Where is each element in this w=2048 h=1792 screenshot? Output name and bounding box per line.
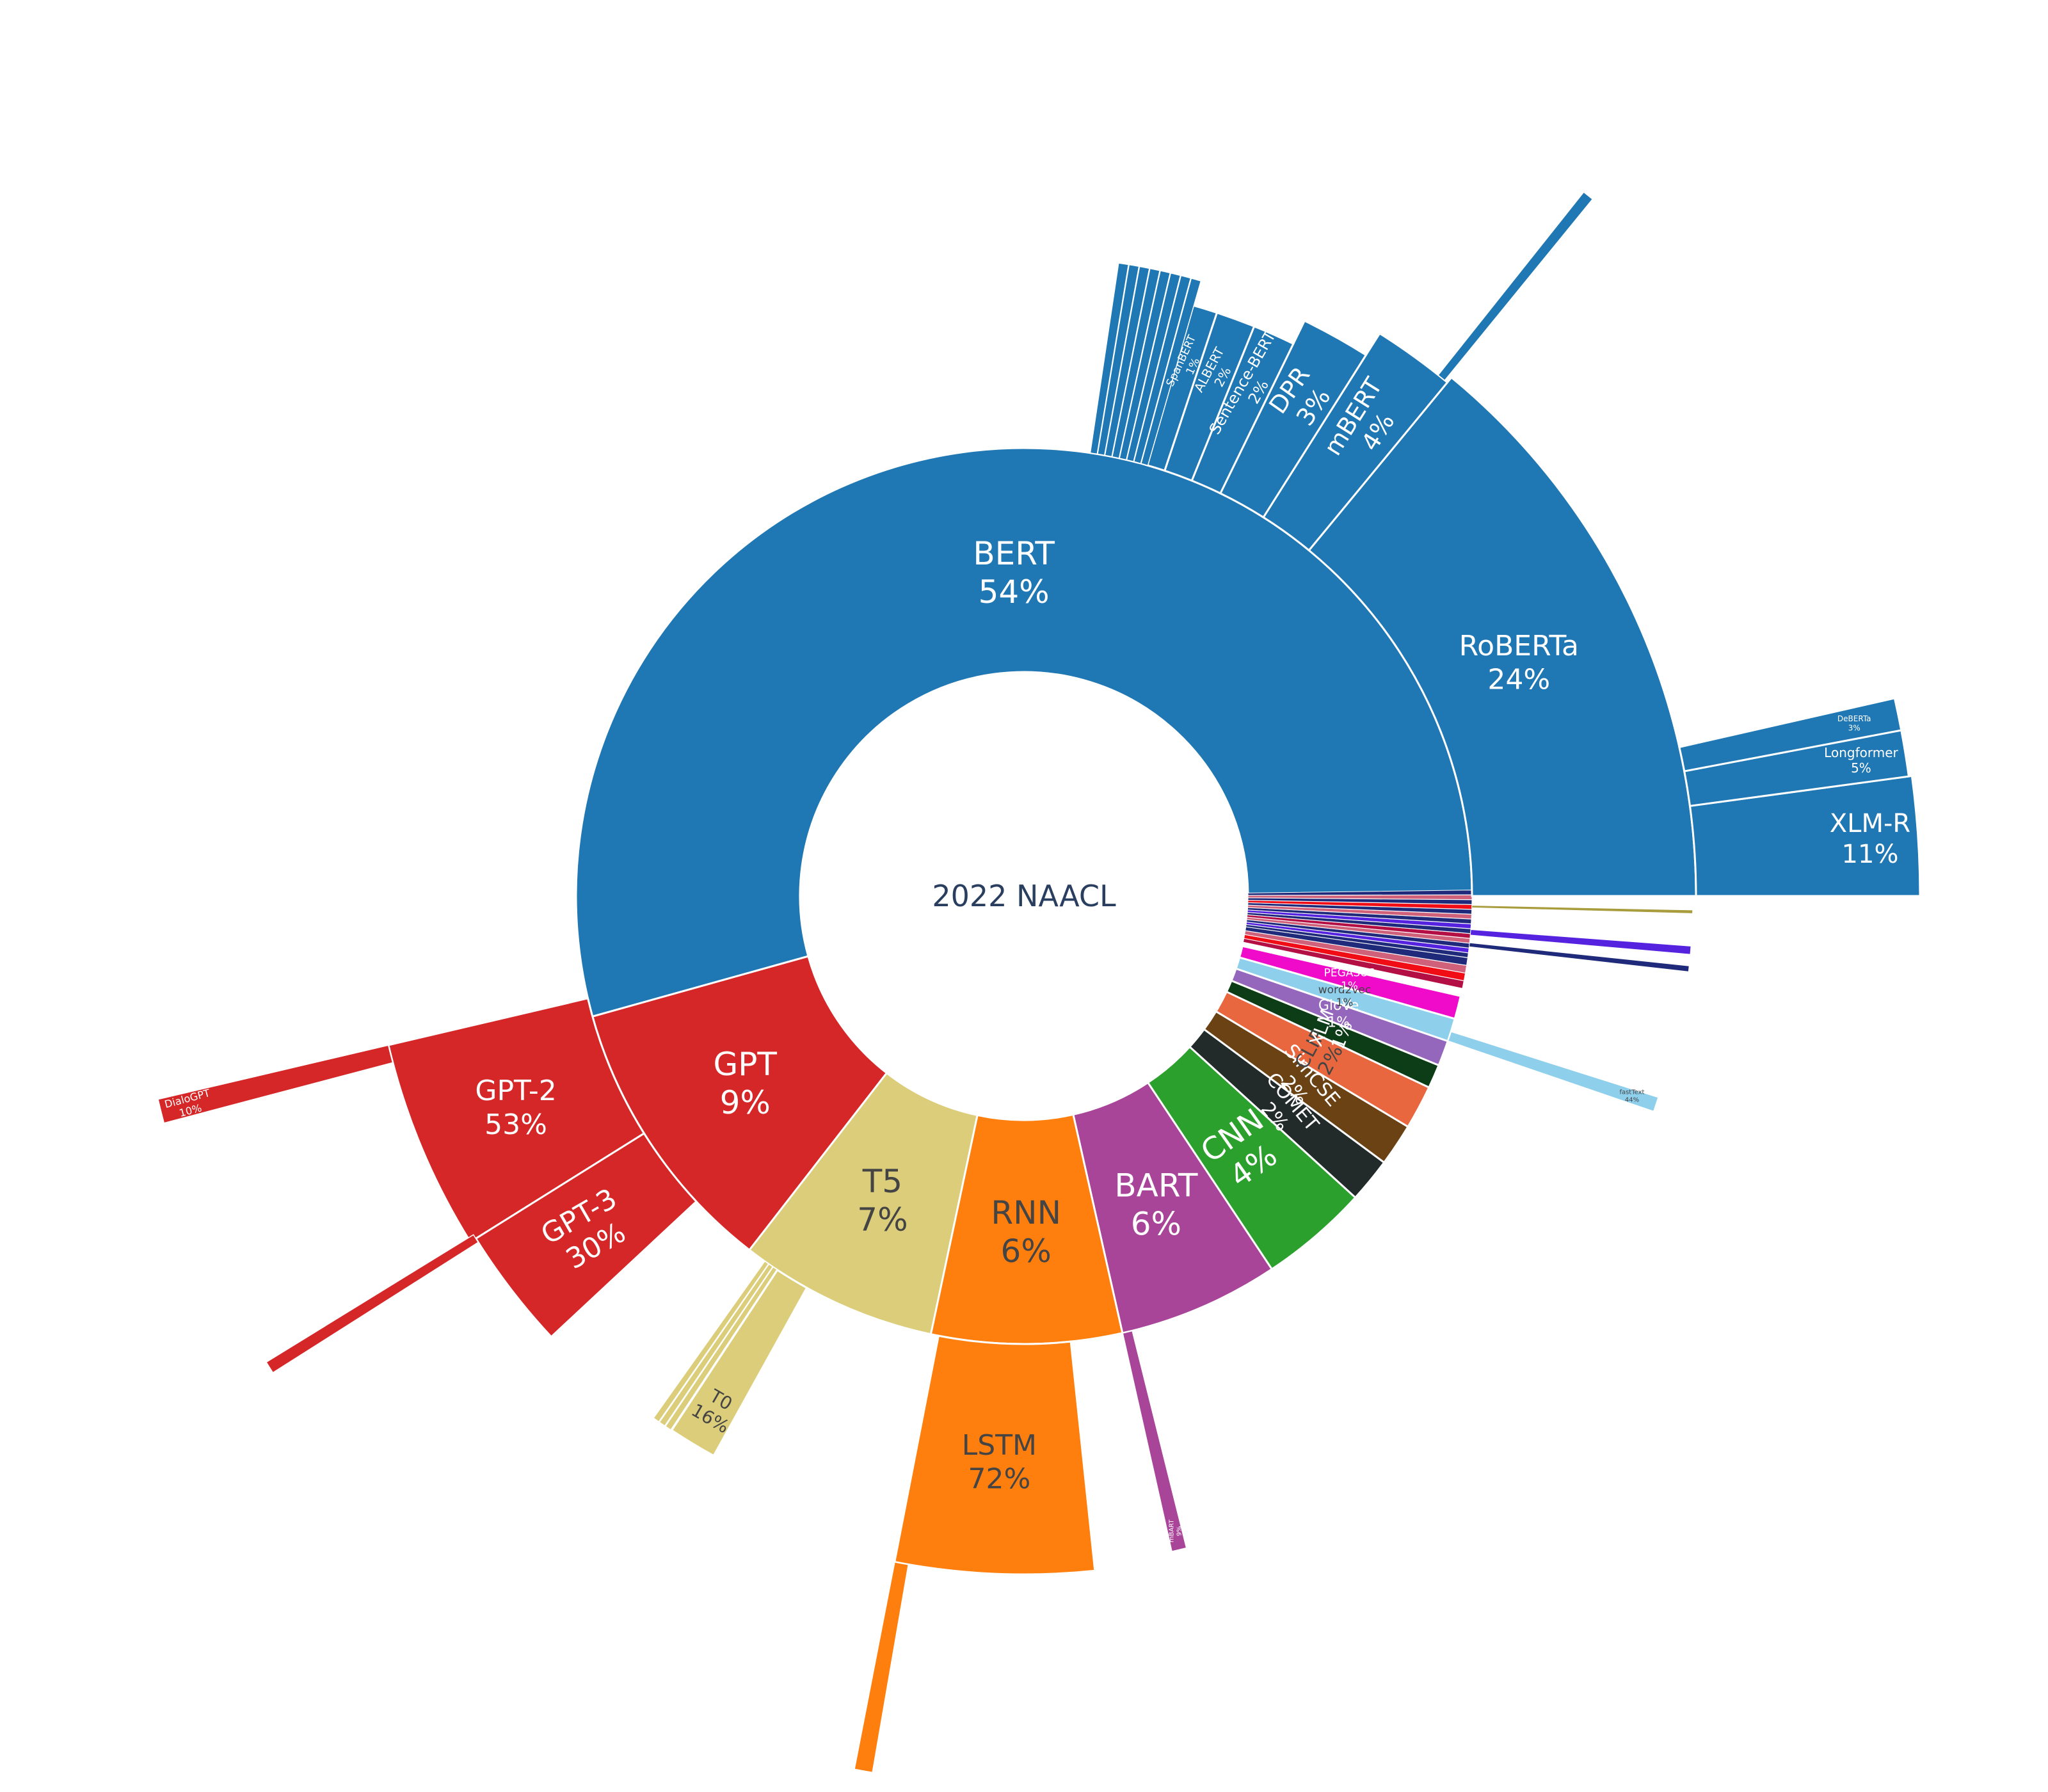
slice-clip[interactable] — [1214, 990, 1430, 1128]
slice-t5[interactable] — [748, 1071, 979, 1336]
label-pegasus: PEGASUS 1% — [1324, 966, 1375, 992]
label-lstm: LSTM 72% — [962, 1428, 1037, 1495]
slice-minor-3[interactable] — [1244, 930, 1468, 973]
label-t5: T5 7% — [857, 1163, 908, 1238]
slice-pegasus[interactable] — [1238, 945, 1462, 1020]
label-word2vec: word2vec 1% — [1318, 984, 1371, 1009]
center-label: 2022 NAACL — [932, 879, 1116, 913]
slice-minor-2[interactable] — [1244, 934, 1466, 981]
label-roberta: RoBERTa 24% — [1459, 629, 1579, 696]
slice-t5-minor-2[interactable] — [659, 1263, 773, 1427]
slice-t5-minor-3[interactable] — [653, 1261, 769, 1422]
label-glove: GloVe 1% — [1318, 998, 1359, 1030]
slice-mbert-child[interactable] — [1437, 191, 1593, 381]
slice-minor-outer-1[interactable] — [1469, 929, 1692, 955]
slice-deberta[interactable] — [1678, 697, 1903, 772]
slice-dialogpt[interactable] — [157, 1044, 394, 1124]
slice-comet[interactable] — [1188, 1028, 1386, 1199]
slice-word2vec[interactable] — [1235, 956, 1457, 1043]
label-mbart: mBART9% — [1168, 1519, 1183, 1542]
slice-bert-minor-8[interactable] — [1140, 277, 1202, 467]
slice-fasttext[interactable] — [1446, 1030, 1660, 1113]
slice-minor-4[interactable] — [1245, 926, 1468, 966]
slice-glove[interactable] — [1230, 967, 1450, 1067]
slice-minor-1[interactable] — [1242, 938, 1464, 989]
slice-xlm-r[interactable] — [1688, 774, 1921, 897]
slice-t5-minor-1[interactable] — [665, 1267, 778, 1430]
label-gpt-2: GPT-2 53% — [475, 1075, 556, 1141]
label-gpt: GPT 9% — [714, 1046, 778, 1121]
slice-mbart[interactable] — [1121, 1329, 1188, 1553]
slice-gpt-3[interactable] — [474, 1132, 698, 1338]
slice-sentence-bert[interactable] — [1190, 324, 1295, 495]
slice-albert[interactable] — [1163, 311, 1256, 482]
slice-mbert[interactable] — [1261, 332, 1449, 552]
slice-lstm-child[interactable] — [853, 1561, 909, 1773]
label-longformer: Longformer 5% — [1824, 745, 1898, 776]
slice-minor-outer-3[interactable] — [1471, 905, 1693, 914]
label-rnn: RNN 6% — [991, 1194, 1061, 1270]
slice-t0[interactable] — [670, 1268, 808, 1457]
slice-dpr[interactable] — [1219, 319, 1368, 519]
slice-simcse[interactable] — [1203, 1010, 1410, 1164]
label-fasttext: fastText 44% — [1619, 1089, 1644, 1103]
slice-minor-outer-2[interactable] — [1468, 942, 1690, 972]
slice-gpt3-child[interactable] — [266, 1234, 479, 1373]
label-deberta: DeBERTa 3% — [1837, 714, 1871, 732]
label-bart: BART 6% — [1114, 1167, 1198, 1243]
slice-longformer[interactable] — [1683, 729, 1910, 807]
label-xlm-r: XLM-R 11% — [1830, 809, 1910, 869]
label-bert: BERT 54% — [973, 535, 1055, 611]
slice-xlm[interactable] — [1225, 979, 1441, 1089]
slice-cnn[interactable] — [1146, 1045, 1357, 1271]
